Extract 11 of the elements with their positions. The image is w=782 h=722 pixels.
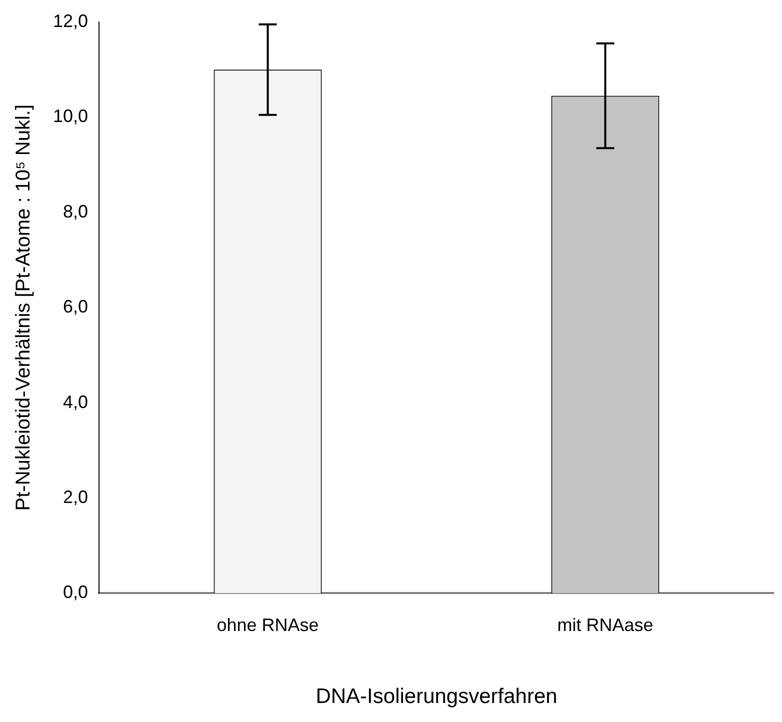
y-tick-label: 12,0 — [52, 10, 88, 31]
y-tick-label: 2,0 — [63, 486, 88, 507]
y-tick-label: 8,0 — [63, 201, 88, 222]
y-axis-title: Pt-Nukleiotid-Verhältnis [Pt-Atome : 10⁵ Nukl.] — [12, 104, 35, 511]
y-tick-label: 6,0 — [63, 296, 88, 317]
y-tick-label: 10,0 — [52, 106, 88, 126]
x-tick-label: mit RNAase — [557, 614, 654, 635]
y-tick-label: 4,0 — [63, 392, 88, 412]
x-axis-title: DNA-Isolierungsverfahren — [316, 685, 558, 708]
x-tick-label: ohne RNAse — [216, 614, 319, 635]
y-tick-label: 0,0 — [63, 582, 88, 602]
